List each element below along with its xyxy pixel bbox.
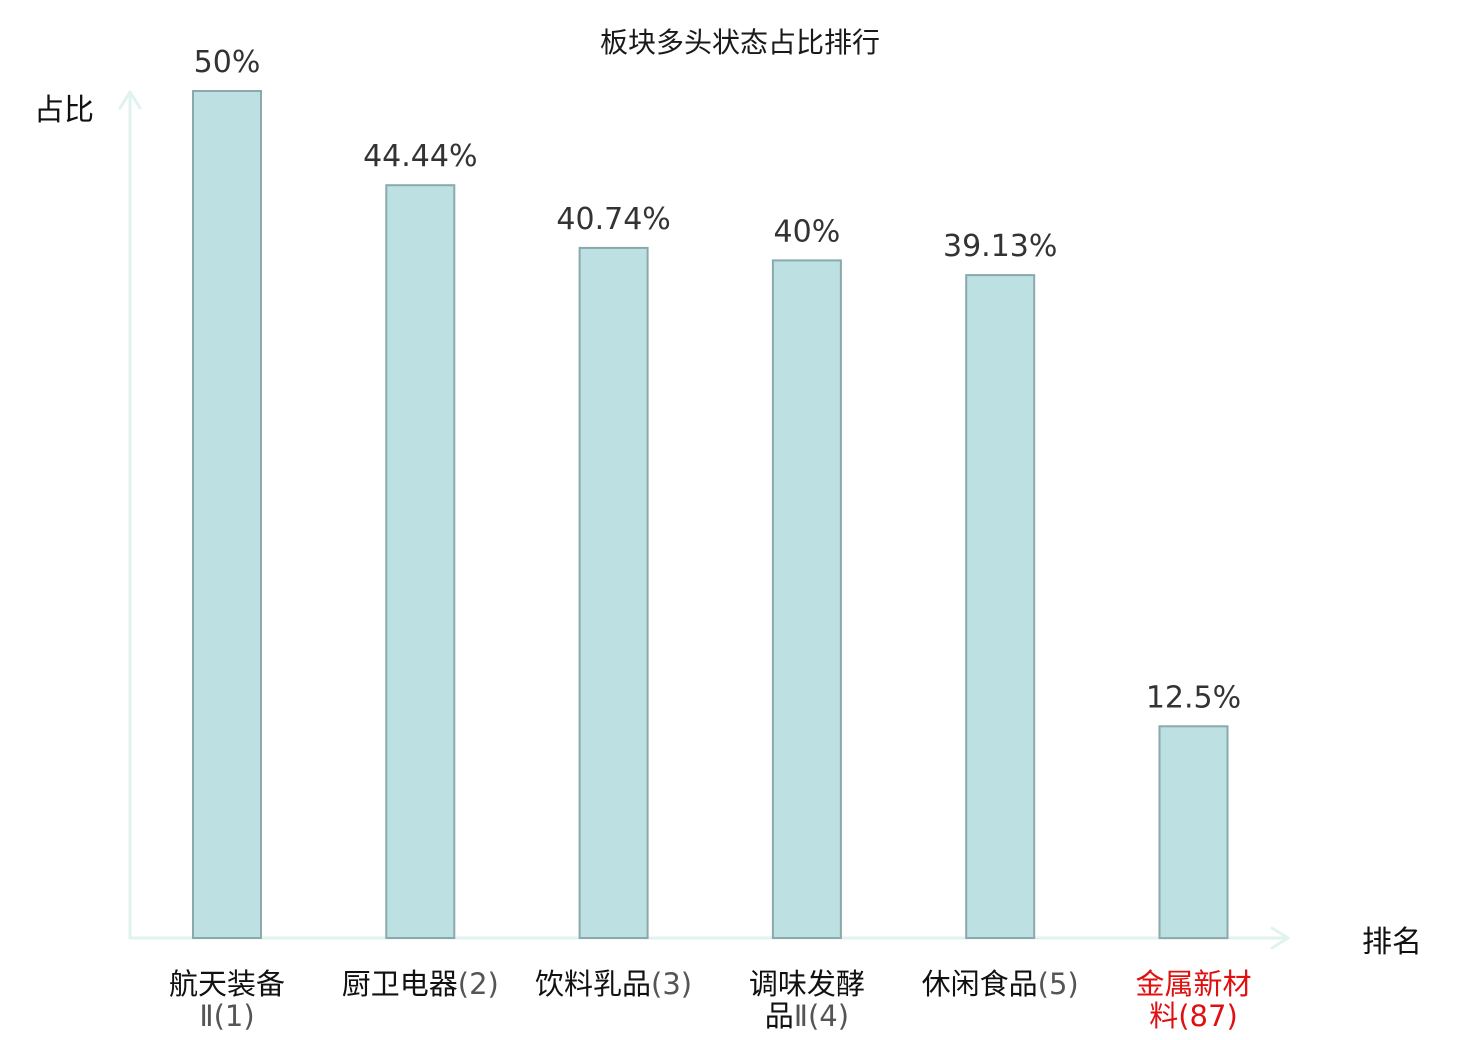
category-label-line: 饮料乳品(3) <box>535 967 692 1001</box>
bar-1 <box>192 90 262 939</box>
category-label-line: 料(87) <box>1149 999 1238 1033</box>
bar-6 <box>1158 725 1229 940</box>
bars-group <box>192 90 1229 940</box>
value-label-5: 39.13% <box>943 229 1057 264</box>
x-axis-label: 排名 <box>1362 925 1422 960</box>
category-label-5: 休闲食品(5) <box>922 967 1079 1001</box>
category-label-line: 调味发酵 <box>749 967 865 1001</box>
x-axis-arrow-icon <box>1270 926 1290 950</box>
category-label-line: 航天装备 <box>169 967 285 1001</box>
chart-title: 板块多头状态占比排行 <box>600 26 880 59</box>
bar-2 <box>385 184 456 939</box>
category-label-line: 金属新材 <box>1135 967 1251 1001</box>
y-axis-label: 占比 <box>34 93 94 128</box>
value-labels-group: 50% 44.44% 40.74% 40% 39.13% 12.5% <box>194 45 1242 715</box>
category-label-line: 品Ⅱ(4) <box>765 999 849 1033</box>
category-label-2: 厨卫电器(2) <box>342 967 499 1001</box>
category-label-3: 饮料乳品(3) <box>535 967 692 1001</box>
value-label-3: 40.74% <box>556 202 670 237</box>
value-label-1: 50% <box>194 45 261 80</box>
category-label-line: 厨卫电器(2) <box>342 967 499 1001</box>
y-axis-arrow-icon <box>118 90 142 110</box>
category-label-line: Ⅱ(1) <box>199 999 254 1033</box>
category-label-line: 休闲食品(5) <box>922 967 1079 1001</box>
bar-3 <box>578 246 649 939</box>
value-label-6: 12.5% <box>1146 680 1241 715</box>
value-label-2: 44.44% <box>363 139 477 174</box>
bar-5 <box>965 274 1036 940</box>
value-label-4: 40% <box>774 214 841 249</box>
bar-4 <box>771 259 842 939</box>
